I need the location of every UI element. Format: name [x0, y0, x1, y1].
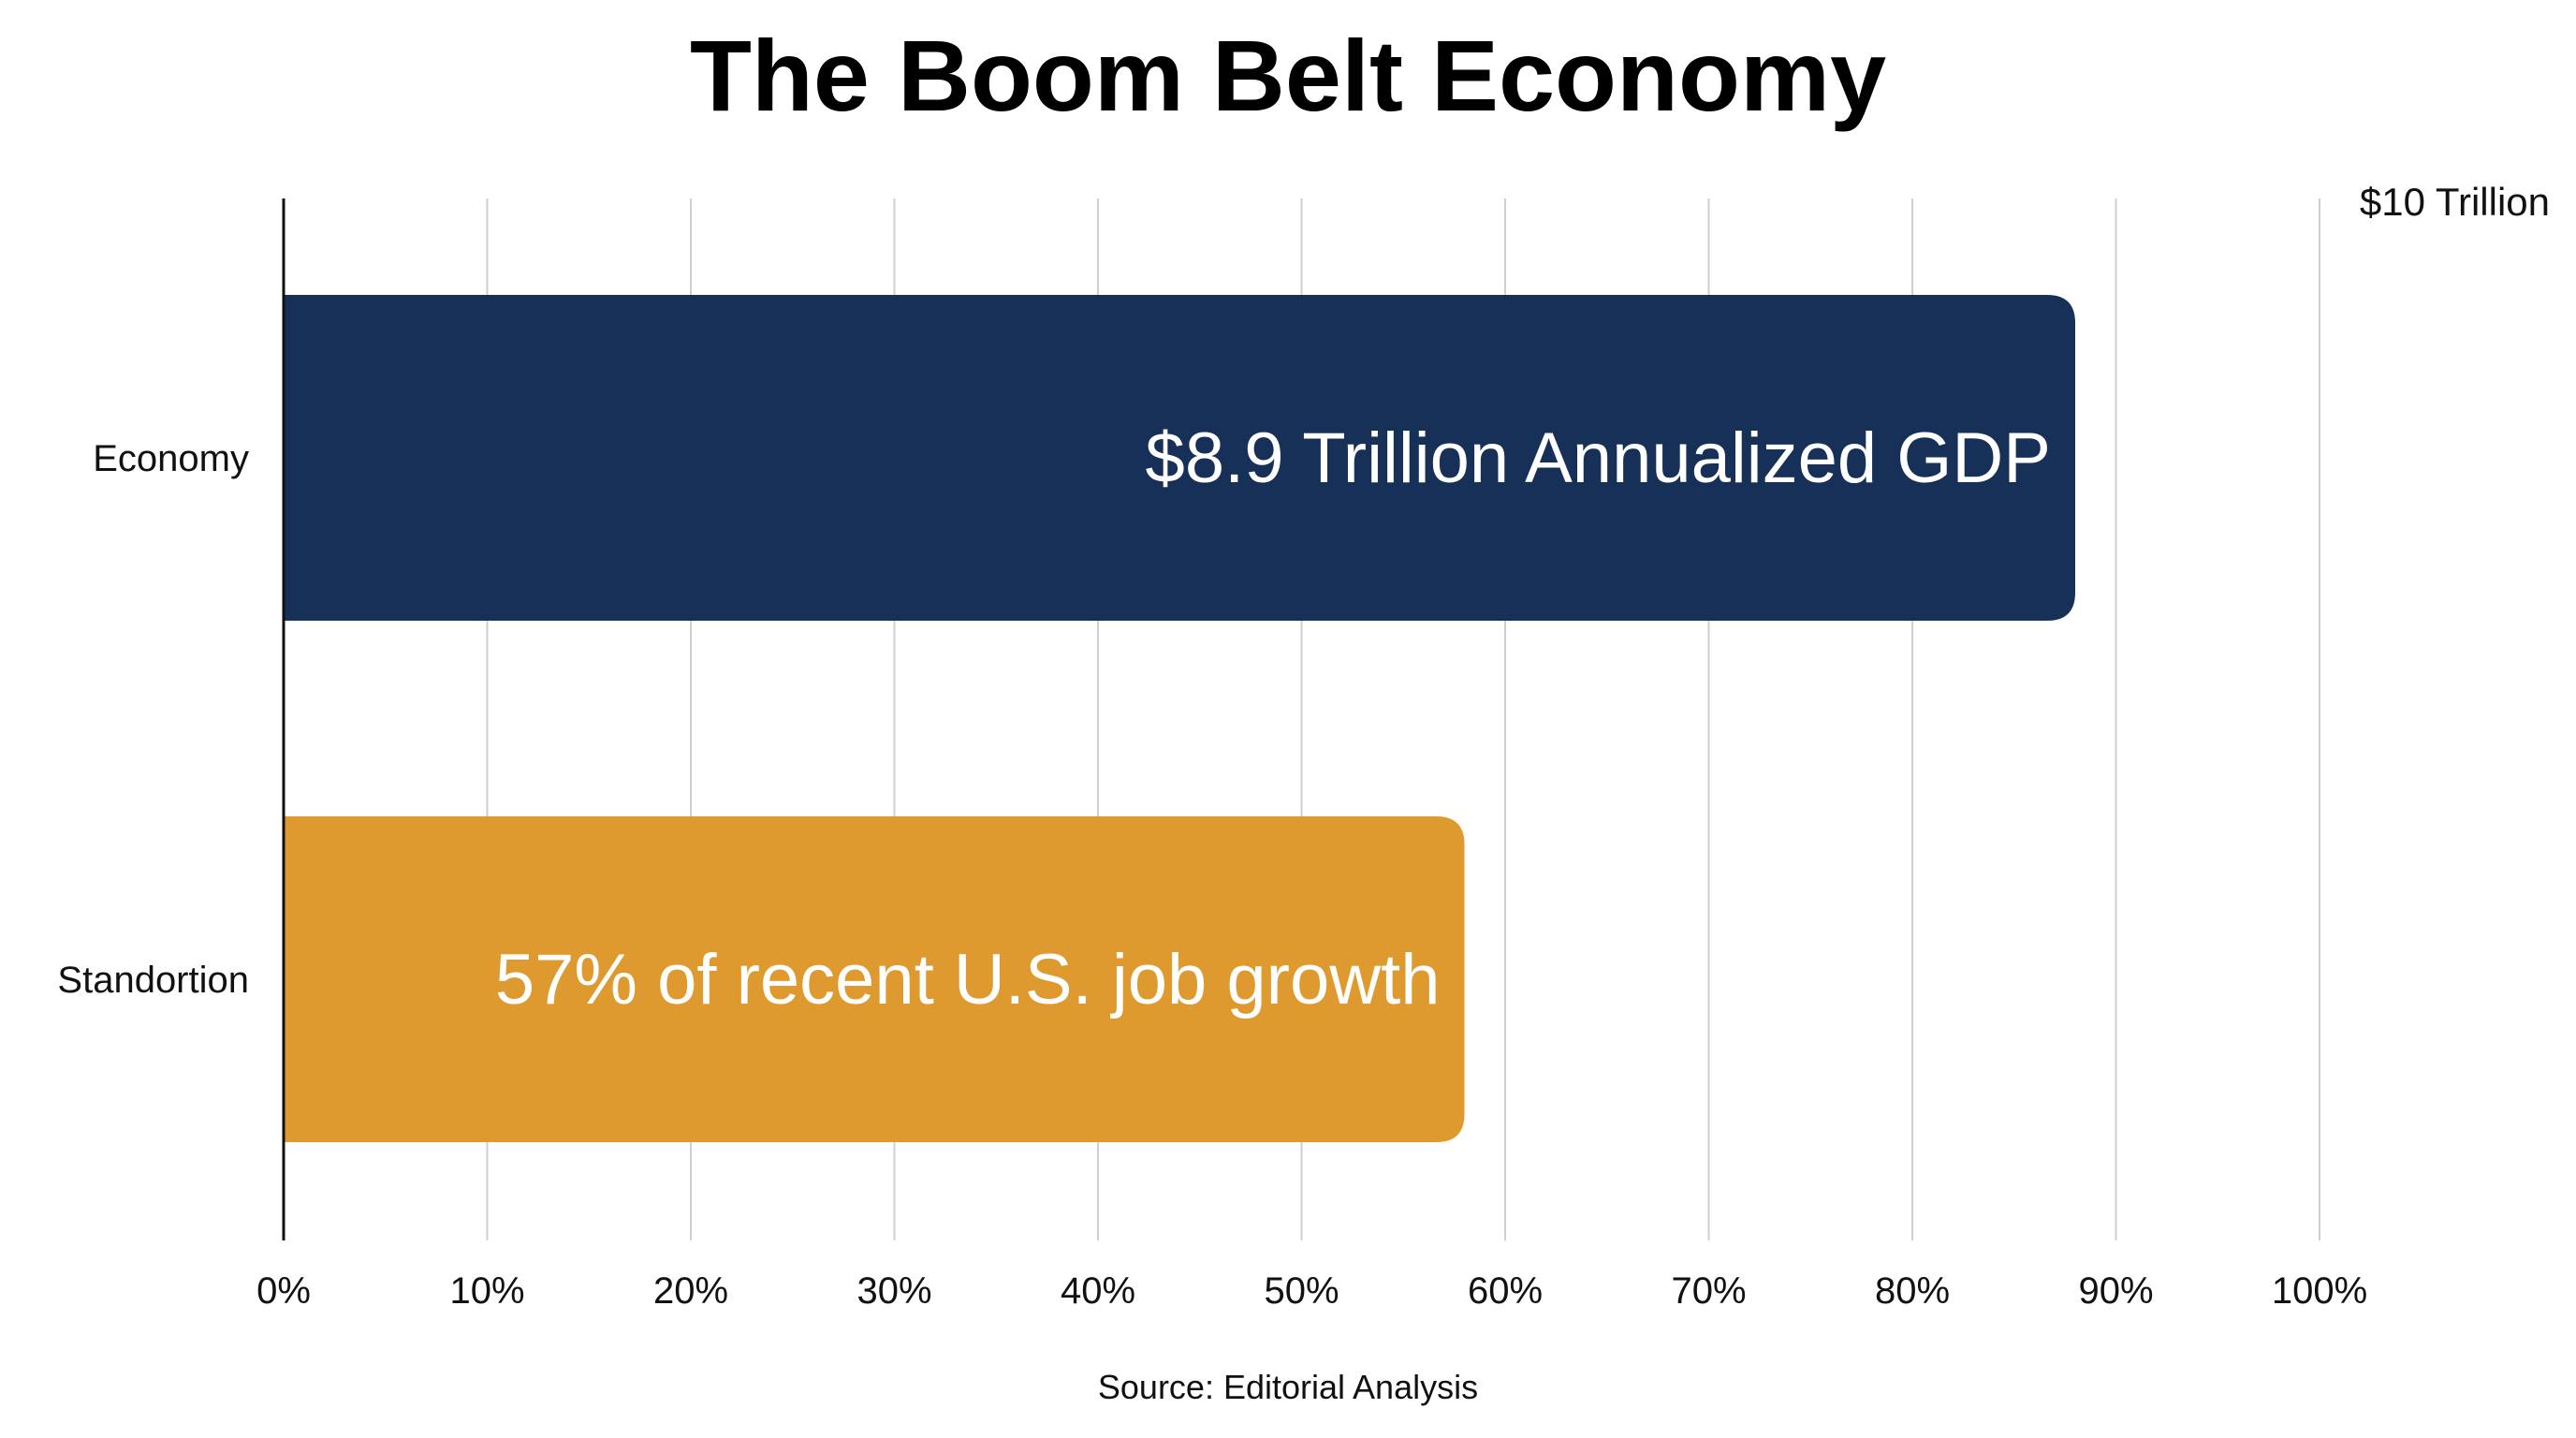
x-tick-label: 40%: [1061, 1270, 1135, 1312]
scale-annotation: $10 Trillion: [2360, 180, 2550, 224]
x-tick-label: 70%: [1671, 1270, 1746, 1312]
category-label: Standortion: [57, 960, 249, 1001]
bar: [284, 295, 2075, 621]
chart-title: The Boom Belt Economy: [690, 19, 1886, 132]
x-tick-label: 100%: [2272, 1270, 2367, 1312]
x-tick-label: 10%: [449, 1270, 524, 1312]
x-tick-label: 60%: [1468, 1270, 1543, 1312]
y-axis-categories: Economy Standortion: [57, 438, 249, 1001]
x-tick-label: 90%: [2078, 1270, 2153, 1312]
category-label: Economy: [93, 438, 249, 479]
x-tick-label: 80%: [1875, 1270, 1950, 1312]
bar-data-label: $8.9 Trillion Annualized GDP: [1146, 418, 2051, 498]
x-tick-label: 20%: [653, 1270, 728, 1312]
bar: [284, 816, 1465, 1142]
bar-data-label: 57% of recent U.S. job growth: [495, 940, 1441, 1020]
x-tick-label: 30%: [856, 1270, 931, 1312]
x-tick-label: 50%: [1264, 1270, 1339, 1312]
x-tick-label: 0%: [256, 1270, 311, 1312]
bars: $8.9 Trillion Annualized GDP 57% of recen…: [284, 295, 2075, 1142]
source-note: Source: Editorial Analysis: [1098, 1368, 1478, 1406]
x-axis-ticks: 0% 10% 20% 30% 40% 50% 60% 70% 80% 90% 100%: [256, 1270, 2367, 1312]
